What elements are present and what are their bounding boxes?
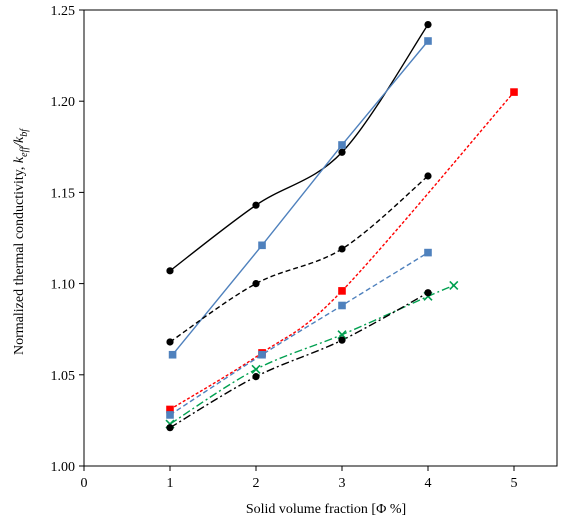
data-point xyxy=(338,141,346,149)
data-point xyxy=(338,336,346,344)
x-tick-label: 1 xyxy=(167,476,174,491)
data-point xyxy=(166,411,174,419)
x-tick-label: 2 xyxy=(253,476,260,491)
y-tick-label: 1.05 xyxy=(51,369,76,384)
series-layer xyxy=(169,24,515,429)
x-tick-label: 4 xyxy=(425,476,432,491)
data-point xyxy=(166,338,174,346)
y-tick-label: 1.25 xyxy=(51,4,76,19)
data-point xyxy=(424,289,432,297)
data-point xyxy=(338,301,346,310)
plot-frame xyxy=(83,9,558,467)
data-point xyxy=(424,248,432,257)
data-point xyxy=(166,267,174,275)
series-line-7 xyxy=(169,292,429,429)
data-point xyxy=(510,88,518,96)
y-axis-title-k: k xyxy=(12,156,27,163)
data-point xyxy=(258,241,266,250)
series-line-4 xyxy=(169,91,515,411)
series-line-6 xyxy=(169,284,455,425)
data-point xyxy=(252,201,260,209)
data-point xyxy=(252,280,260,288)
data-point xyxy=(251,364,261,374)
data-point xyxy=(166,405,174,414)
x-tick-label: 5 xyxy=(511,476,518,491)
series-line-1 xyxy=(169,24,429,272)
data-point xyxy=(449,280,459,290)
x-axis-title: Solid volume fraction [Φ %] xyxy=(246,502,406,517)
axes-layer xyxy=(79,9,558,471)
series-line-3 xyxy=(169,175,429,343)
x-tick-label: 0 xyxy=(81,476,88,491)
x-tick-label: 3 xyxy=(339,476,346,491)
data-point xyxy=(338,287,346,295)
data-point xyxy=(168,350,177,359)
data-point xyxy=(252,373,260,381)
y-tick-label: 1.10 xyxy=(51,278,76,293)
data-point xyxy=(258,350,266,359)
series-line-5 xyxy=(169,251,429,416)
data-point xyxy=(424,20,432,29)
marker-layer xyxy=(165,20,518,432)
y-axis-title-sub-eff: eff xyxy=(19,146,30,157)
y-axis-title: Normalized thermal conductivity, keff/kb… xyxy=(12,128,30,355)
data-point xyxy=(166,424,174,432)
y-axis-title-text: Normalized thermal conductivity, xyxy=(12,163,27,355)
y-tick-label: 1.15 xyxy=(51,186,76,201)
series-line-2 xyxy=(172,40,429,356)
y-axis-title-sub-bf: bf xyxy=(19,128,30,137)
data-point xyxy=(424,37,432,45)
data-point xyxy=(338,245,346,253)
y-axis-title-slash-k: /k xyxy=(12,136,27,148)
data-point xyxy=(424,172,432,180)
data-point xyxy=(338,148,346,156)
data-point xyxy=(337,330,347,340)
tick-label-layer: 0 1 2 3 4 5 1.00 1.05 1.10 1.15 1.20 1.25 xyxy=(51,4,518,491)
y-tick-label: 1.00 xyxy=(51,460,76,475)
y-tick-label: 1.20 xyxy=(51,95,76,110)
